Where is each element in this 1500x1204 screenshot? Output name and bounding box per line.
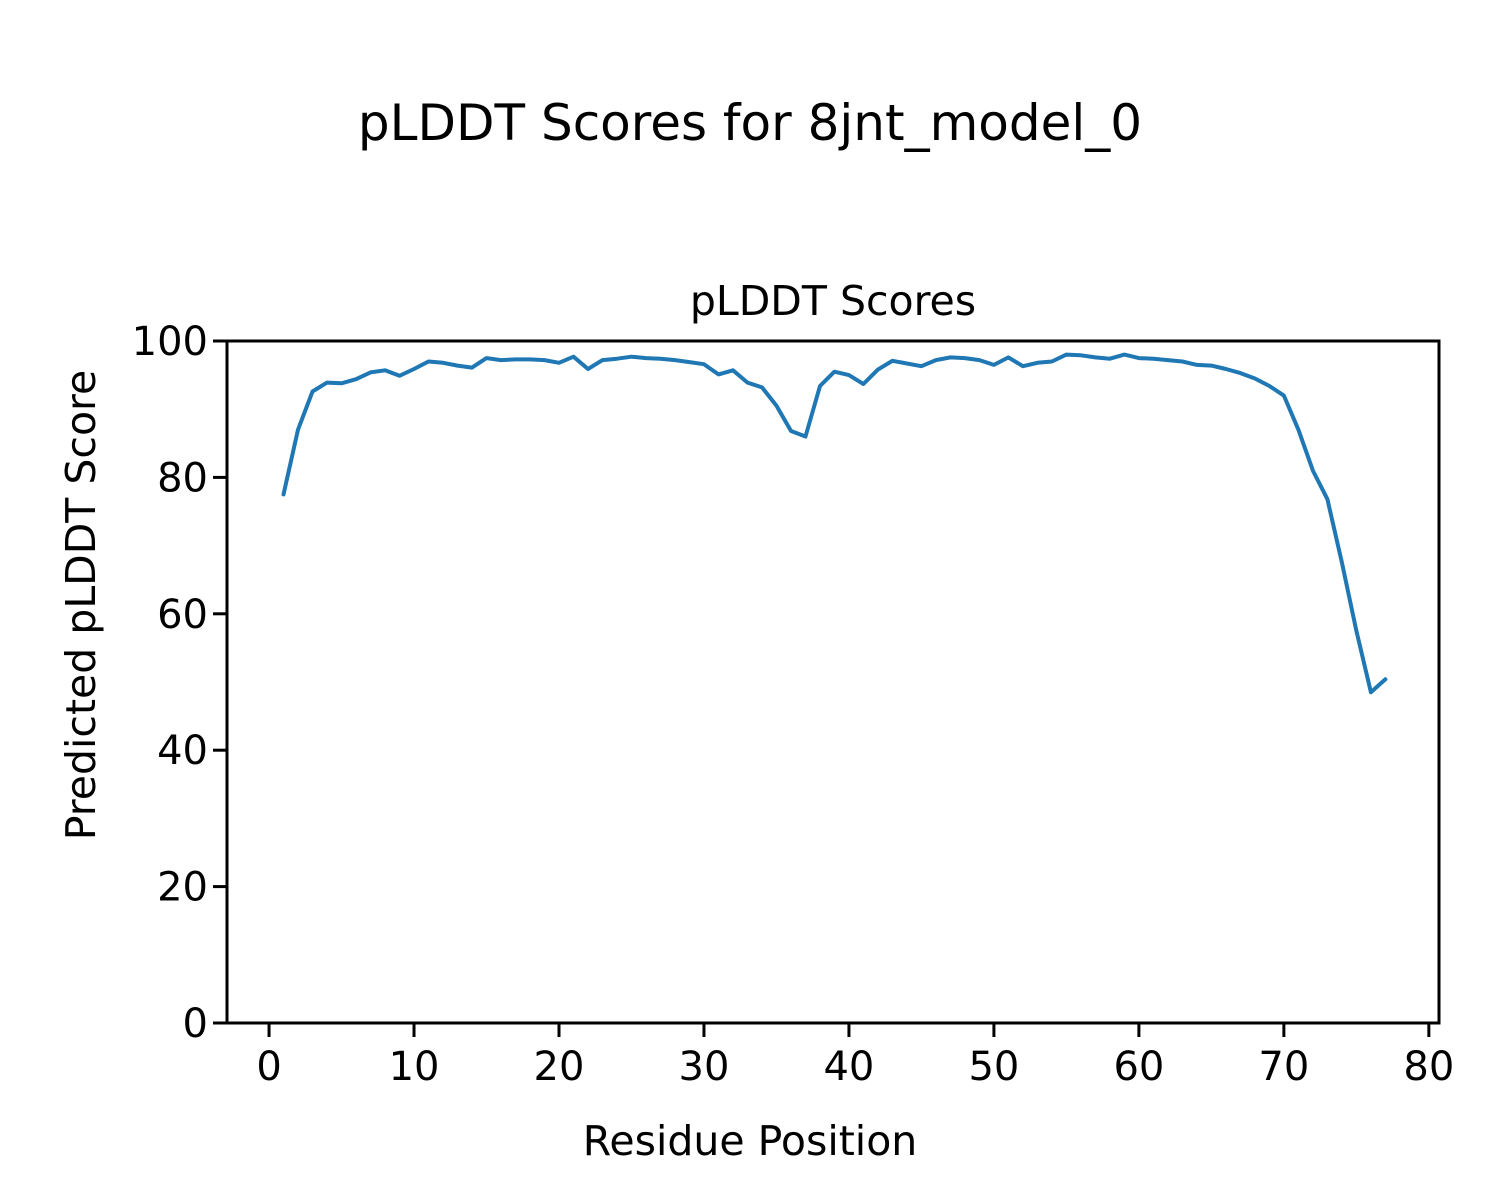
x-tick-label: 0 [256,1044,281,1090]
plddt-series [281,352,1388,695]
axes-title: pLDDT Scores [690,277,976,325]
axis-ticks: 0 10 20 30 40 50 60 70 80 0 20 40 60 80 100 [132,319,1455,1090]
figure-suptitle: pLDDT Scores for 8jnt_model_0 [358,94,1142,152]
x-tick-label: 70 [1258,1044,1309,1090]
y-tick-label: 20 [157,865,208,911]
x-tick-label: 20 [534,1044,585,1090]
y-axis-label: Predicted pLDDT Score [57,370,105,840]
y-tick-label: 40 [157,728,208,774]
x-axis-label: Residue Position [583,1117,918,1165]
y-tick-label: 80 [157,455,208,501]
y-tick-label: 60 [157,592,208,638]
x-tick-label: 60 [1113,1044,1164,1090]
x-tick-label: 30 [679,1044,730,1090]
axes-frame [225,339,1441,1025]
x-tick-label: 40 [823,1044,874,1090]
x-tick-label: 10 [389,1044,440,1090]
y-tick-label: 0 [183,1001,208,1047]
x-tick-label: 50 [968,1044,1019,1090]
y-tick-label: 100 [132,319,208,365]
axes-spines [225,339,1441,1025]
x-tick-label: 80 [1403,1044,1454,1090]
plddt-line [281,352,1388,695]
